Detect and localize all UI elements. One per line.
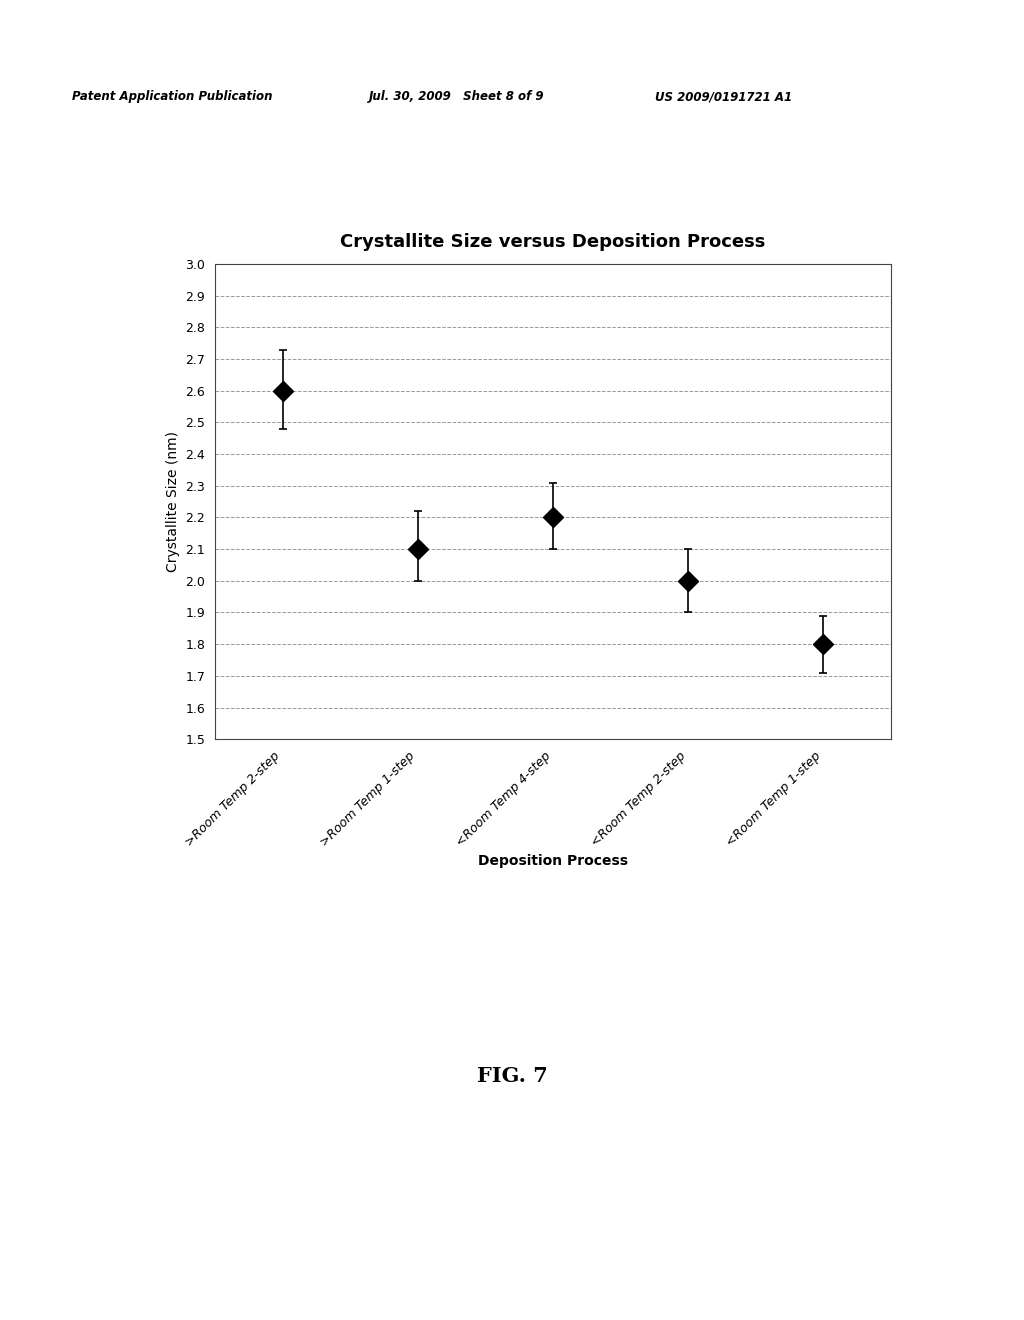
- X-axis label: Deposition Process: Deposition Process: [478, 854, 628, 869]
- Text: FIG. 7: FIG. 7: [476, 1065, 548, 1086]
- Y-axis label: Crystallite Size (nm): Crystallite Size (nm): [166, 432, 180, 572]
- Text: Jul. 30, 2009   Sheet 8 of 9: Jul. 30, 2009 Sheet 8 of 9: [369, 90, 544, 103]
- Text: US 2009/0191721 A1: US 2009/0191721 A1: [655, 90, 793, 103]
- Title: Crystallite Size versus Deposition Process: Crystallite Size versus Deposition Proce…: [340, 234, 766, 251]
- Text: Patent Application Publication: Patent Application Publication: [72, 90, 272, 103]
